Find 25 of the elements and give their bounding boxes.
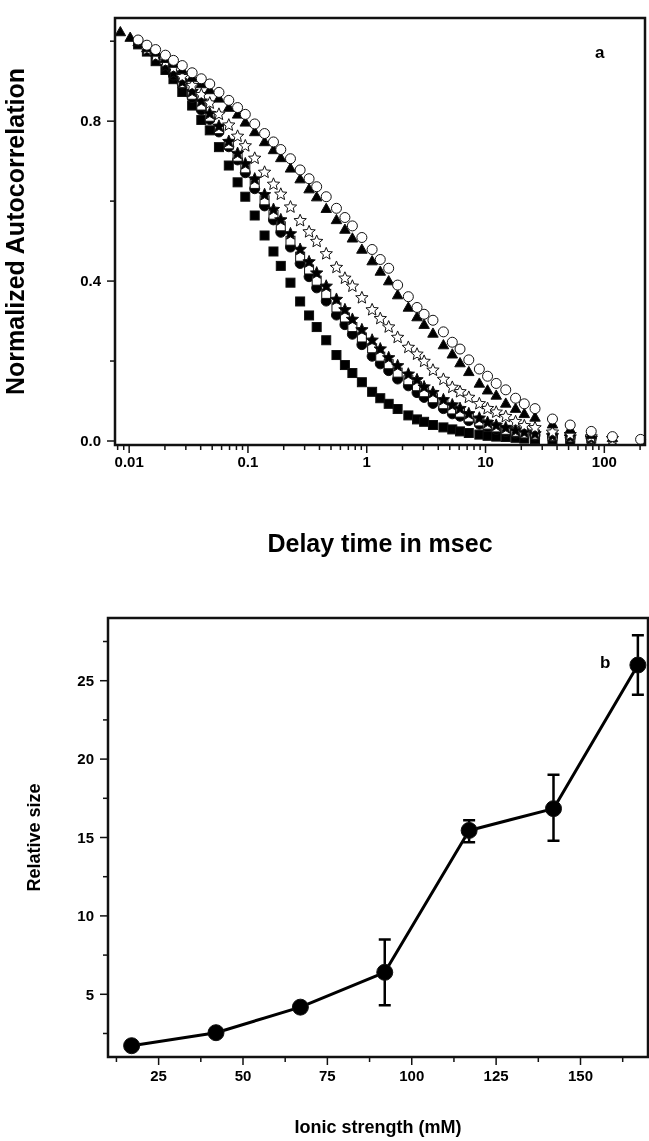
y-tick-label: 0.8 [80,112,101,130]
y-tick-label: 15 [77,828,94,846]
y-tick-label: 10 [77,907,94,925]
annotation: a [595,43,605,62]
x-tick-label: 10 [477,453,494,470]
x-tick-label: 50 [234,1067,252,1084]
x-axis-title: Delay time in msec [267,529,493,557]
annotation: b [600,653,611,672]
x-axis-title: Ionic strength (mM) [294,1117,462,1137]
y-tick-label: 25 [77,671,94,689]
x-tick-label: 25 [150,1067,167,1084]
x-tick-label: 0.1 [237,453,259,470]
x-tick-label: 75 [319,1067,336,1084]
y-tick-label: 5 [85,985,94,1003]
x-tick-label: 100 [399,1067,425,1084]
y-axis-title: Normalized Autocorrelation [1,68,29,395]
x-tick-label: 150 [567,1067,594,1084]
y-tick-label: 20 [77,750,94,768]
x-tick-label: 125 [483,1067,509,1084]
y-tick-label: 0.4 [80,272,102,290]
x-tick-label: 100 [591,453,617,470]
x-tick-label: 0.01 [114,453,144,470]
y-tick-label: 0.0 [80,432,101,450]
x-tick-label: 1 [362,453,371,470]
y-axis-title: Relative size [24,783,44,892]
